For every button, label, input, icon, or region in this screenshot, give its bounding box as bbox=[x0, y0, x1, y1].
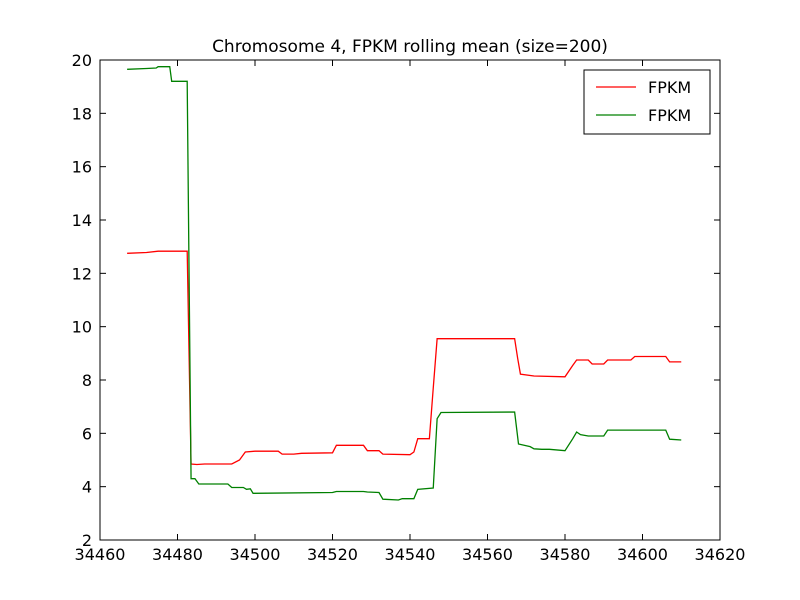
chart-title: Chromosome 4, FPKM rolling mean (size=20… bbox=[212, 37, 608, 57]
series-line-2 bbox=[127, 66, 682, 501]
y-tick-label: 12 bbox=[72, 264, 92, 283]
y-tick-label: 18 bbox=[72, 104, 92, 123]
x-tick-label: 34560 bbox=[462, 545, 513, 564]
series-line-1 bbox=[127, 250, 682, 466]
y-tick-label: 4 bbox=[82, 478, 92, 497]
y-tick-label: 10 bbox=[72, 318, 92, 337]
legend-label-2: FPKM bbox=[648, 106, 691, 125]
y-tick-label: 14 bbox=[72, 211, 92, 230]
x-tick-label: 34540 bbox=[385, 545, 436, 564]
y-tick-label: 2 bbox=[82, 531, 92, 550]
x-tick-label: 34500 bbox=[230, 545, 281, 564]
y-tick-label: 16 bbox=[72, 158, 92, 177]
x-tick-label: 34620 bbox=[695, 545, 746, 564]
x-tick-label: 34520 bbox=[307, 545, 358, 564]
axes: 34460 34480 34500 34520 34540 34560 34580 34600… bbox=[72, 51, 746, 564]
legend: FPKM FPKM bbox=[583, 69, 711, 135]
x-tick-label: 34480 bbox=[152, 545, 203, 564]
legend-box bbox=[583, 69, 711, 135]
x-tick-label: 34580 bbox=[540, 545, 591, 564]
y-tick-label: 8 bbox=[82, 371, 92, 390]
x-tick-label: 34600 bbox=[617, 545, 668, 564]
y-tick-label: 6 bbox=[82, 424, 92, 443]
y-tick-label: 20 bbox=[72, 51, 92, 70]
legend-label-1: FPKM bbox=[648, 78, 691, 97]
plot-area bbox=[127, 66, 682, 501]
x-tick-label: 34460 bbox=[75, 545, 126, 564]
